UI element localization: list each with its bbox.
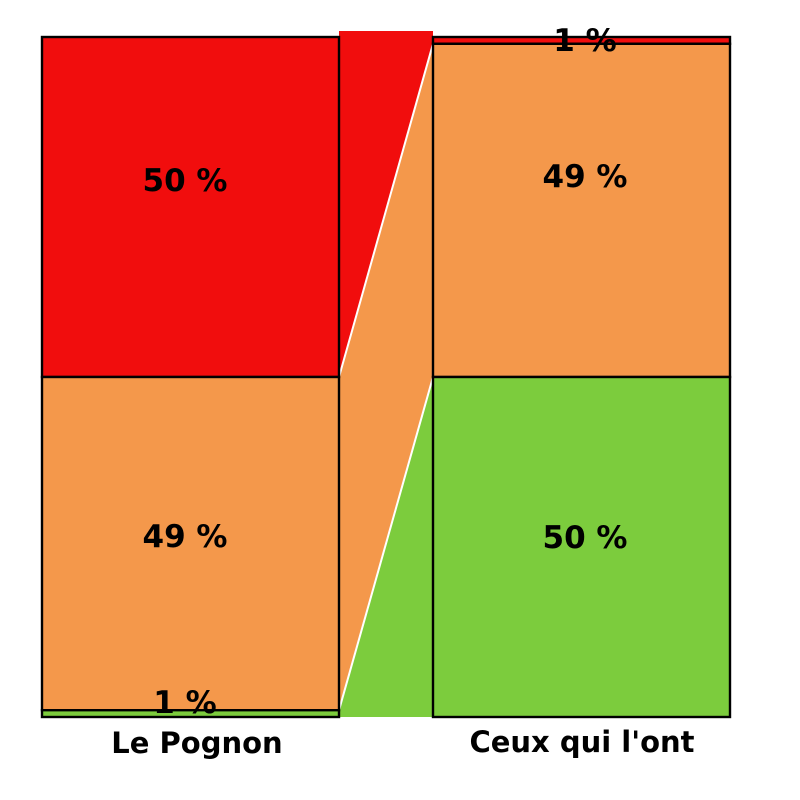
value-label: 50 % — [543, 520, 628, 556]
axis-label-ceux-qui-l-ont: Ceux qui l'ont — [469, 725, 694, 759]
segment-ceux-qui-l-ont-orange — [431, 42, 732, 379]
value-label: 50 % — [143, 163, 228, 199]
segment-le-pognon-rouge — [40, 35, 341, 379]
value-label: 49 % — [543, 159, 628, 195]
value-label: 49 % — [143, 519, 228, 555]
flow-separator — [338, 43, 434, 378]
segment-le-pognon-vert — [40, 709, 341, 719]
segment-le-pognon-orange — [40, 375, 341, 712]
segment-ceux-qui-l-ont-vert — [431, 375, 732, 719]
value-label: 1 % — [153, 685, 216, 721]
flow-separator — [338, 376, 434, 711]
flow-orange — [339, 43, 433, 711]
value-label: 1 % — [553, 23, 616, 59]
axis-label-le-pognon: Le Pognon — [111, 726, 282, 760]
